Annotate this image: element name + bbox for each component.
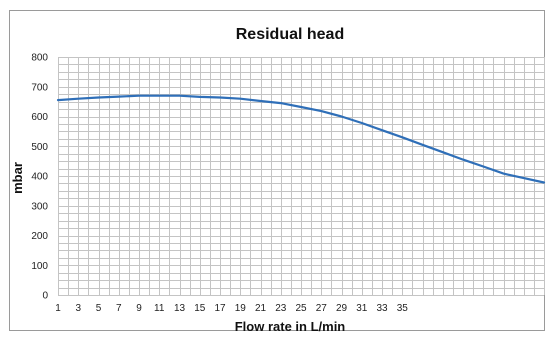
y-tick-label: 100 — [31, 261, 48, 272]
y-tick-label: 0 — [42, 291, 48, 302]
y-tick-label: 300 — [31, 201, 48, 212]
y-axis-title: mbar — [10, 162, 25, 194]
x-tick-label: 27 — [316, 303, 328, 314]
x-tick-label: 21 — [255, 303, 267, 314]
x-tick-label: 19 — [235, 303, 247, 314]
y-tick-label: 200 — [31, 231, 48, 242]
x-tick-label: 11 — [154, 303, 165, 314]
x-tick-label: 15 — [194, 303, 206, 314]
grid-layer — [58, 57, 545, 296]
y-tick-label: 600 — [31, 112, 48, 123]
chart-title: Residual head — [236, 26, 344, 43]
x-tick-label: 3 — [75, 303, 81, 314]
x-tick-label: 7 — [116, 303, 122, 314]
x-tick-labels: 1 3 5 7 9 11 13 15 17 19 21 23 25 27 29 31 33 35 — [55, 303, 408, 314]
x-tick-label: 17 — [214, 303, 226, 314]
y-tick-label: 500 — [31, 142, 48, 153]
y-tick-label: 700 — [31, 82, 48, 93]
x-tick-label: 31 — [356, 303, 368, 314]
chart-frame — [9, 10, 545, 331]
x-tick-label: 23 — [275, 303, 287, 314]
x-axis-title: Flow rate in L/min — [235, 319, 346, 334]
x-tick-label: 1 — [55, 303, 61, 314]
x-tick-label: 35 — [397, 303, 409, 314]
x-tick-label: 9 — [136, 303, 142, 314]
x-tick-label: 29 — [336, 303, 348, 314]
x-tick-label: 25 — [295, 303, 307, 314]
x-tick-label: 33 — [376, 303, 388, 314]
series-line-1 — [56, 94, 546, 184]
x-tick-label: 13 — [174, 303, 186, 314]
x-tick-label: 5 — [96, 303, 102, 314]
y-tick-label: 800 — [31, 53, 48, 64]
y-tick-label: 400 — [31, 172, 48, 183]
y-tick-labels: 0 100 200 300 400 500 600 700 800 — [31, 53, 48, 302]
series-layer — [56, 94, 546, 184]
